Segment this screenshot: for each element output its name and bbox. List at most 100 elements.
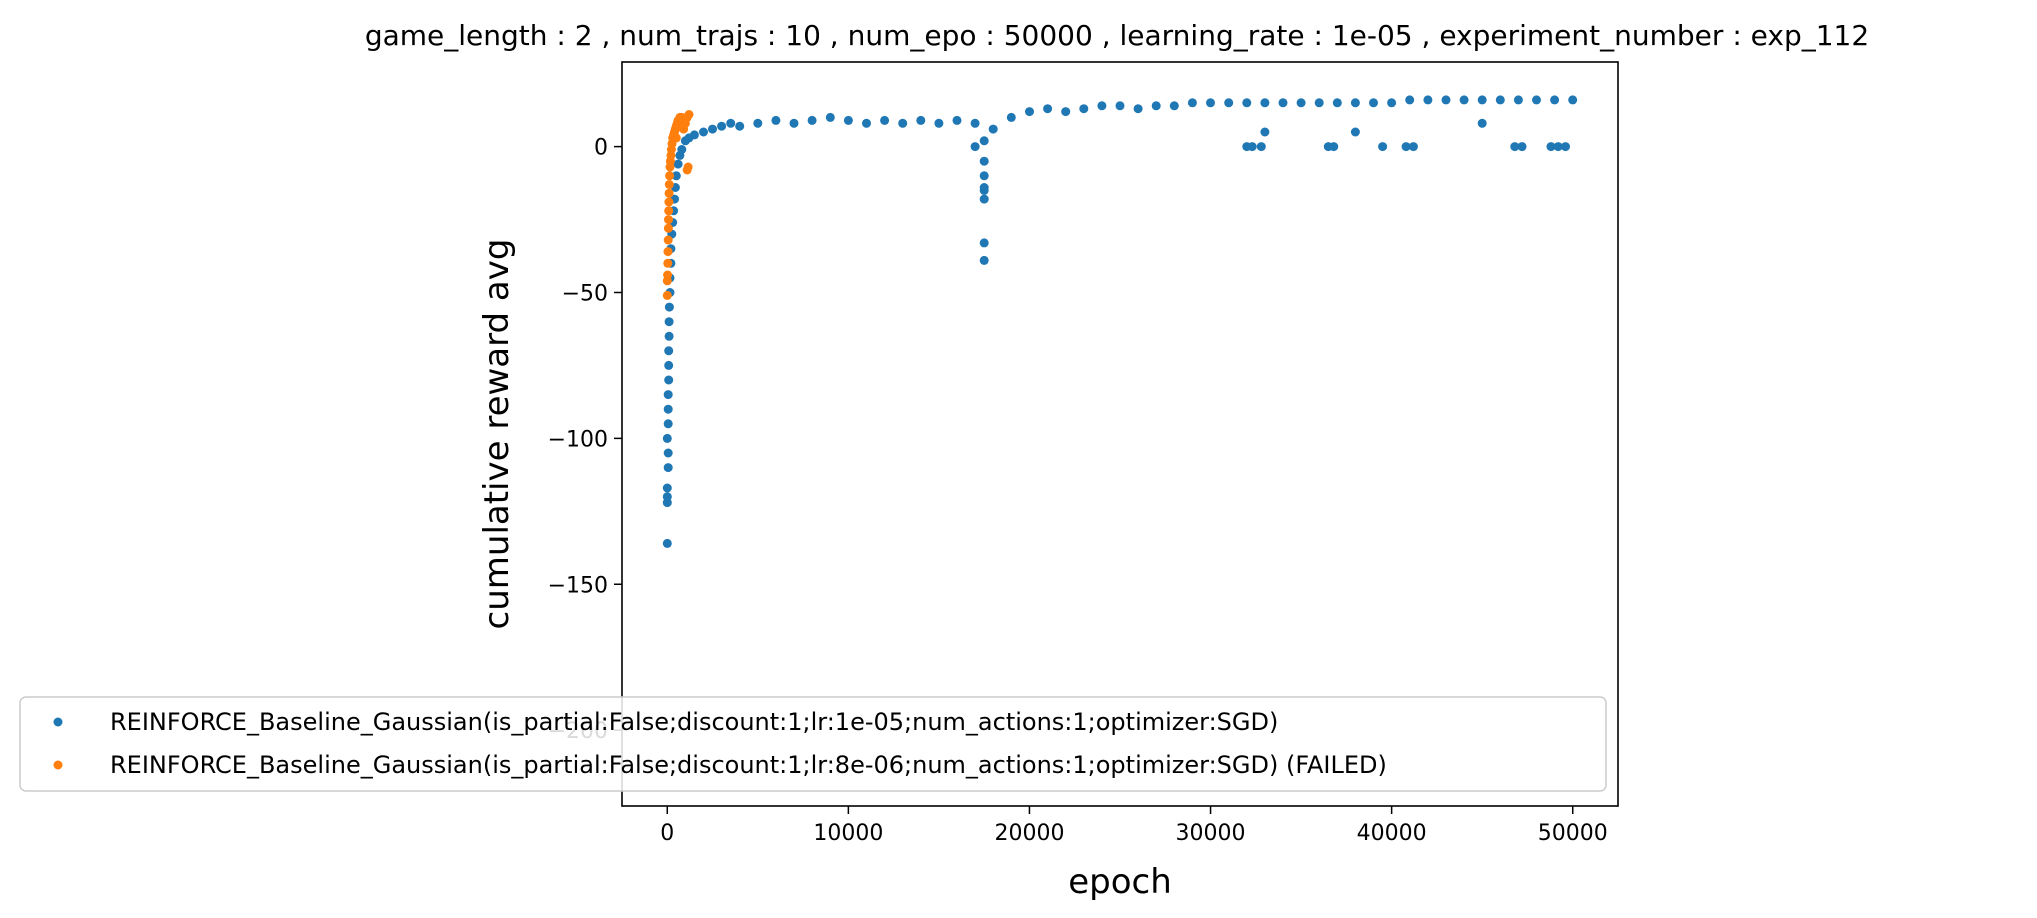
data-point — [664, 317, 674, 327]
data-point — [807, 115, 817, 125]
x-tick-label: 0 — [660, 821, 674, 846]
series-2-points — [662, 110, 694, 300]
data-point — [1350, 98, 1360, 108]
data-point — [1133, 104, 1143, 114]
data-point — [1408, 142, 1418, 152]
data-point — [979, 185, 989, 195]
data-point — [717, 121, 727, 131]
data-point — [979, 255, 989, 265]
legend-marker-series-1 — [53, 717, 63, 727]
data-point — [684, 110, 694, 119]
data-point — [979, 156, 989, 166]
data-point — [1115, 101, 1125, 111]
legend-marker-series-2 — [53, 760, 63, 770]
data-point — [1550, 95, 1560, 105]
data-point — [1006, 112, 1016, 122]
data-point — [673, 159, 683, 169]
x-tick-label: 30000 — [1176, 821, 1246, 846]
data-point — [1079, 104, 1089, 114]
data-point — [663, 270, 673, 280]
data-point — [1169, 101, 1179, 111]
y-tick-label: −50 — [562, 281, 608, 306]
data-point — [1097, 101, 1107, 111]
data-point — [1517, 142, 1527, 152]
data-point — [1513, 95, 1523, 105]
data-point — [664, 188, 674, 198]
y-tick-label: −150 — [548, 573, 608, 598]
data-point — [1495, 95, 1505, 105]
data-point — [663, 235, 673, 245]
data-point — [1441, 95, 1451, 105]
series-1-points — [662, 95, 1578, 548]
data-point — [665, 171, 675, 181]
data-point — [843, 115, 853, 125]
data-point — [663, 448, 673, 458]
data-point — [916, 115, 926, 125]
data-point — [1332, 98, 1342, 108]
y-tick-label: 0 — [594, 136, 608, 161]
data-point — [1025, 107, 1034, 117]
data-point — [1568, 95, 1578, 105]
data-point — [662, 538, 672, 548]
data-point — [1477, 118, 1487, 128]
data-point — [664, 302, 674, 312]
data-point — [979, 171, 989, 181]
plot-frame — [621, 61, 1619, 807]
data-point — [1296, 98, 1306, 108]
data-point — [662, 492, 672, 502]
data-point — [663, 404, 673, 414]
data-point — [979, 238, 989, 248]
data-point — [1378, 142, 1388, 152]
data-point — [880, 115, 890, 125]
data-point — [664, 197, 674, 207]
data-point — [1314, 98, 1324, 108]
data-point — [726, 118, 736, 128]
data-point — [952, 115, 962, 125]
data-point — [1329, 142, 1339, 152]
data-point — [664, 360, 674, 370]
data-point — [1061, 107, 1071, 117]
data-point — [664, 331, 674, 341]
data-point — [898, 118, 908, 128]
data-point — [663, 247, 673, 257]
data-point — [1242, 98, 1252, 108]
legend-box — [19, 696, 1607, 792]
x-tick-label: 40000 — [1357, 821, 1427, 846]
data-point — [988, 124, 998, 134]
x-tick-label: 10000 — [813, 821, 883, 846]
y-tick-label: −100 — [548, 427, 608, 452]
data-point — [1260, 98, 1270, 108]
data-point — [1423, 95, 1433, 105]
data-point — [1561, 142, 1570, 152]
data-point — [1401, 142, 1411, 152]
data-point — [663, 223, 673, 233]
data-point — [689, 130, 699, 140]
data-point — [1387, 98, 1397, 108]
data-point — [825, 112, 835, 122]
data-point — [1224, 98, 1234, 108]
data-point — [663, 463, 673, 473]
data-point — [1553, 142, 1563, 152]
data-point — [1187, 98, 1197, 108]
data-point — [1260, 127, 1270, 137]
data-point — [1256, 142, 1266, 152]
data-point — [683, 162, 693, 172]
data-point — [1151, 101, 1161, 111]
data-point — [789, 118, 799, 128]
data-point — [735, 121, 745, 131]
data-point — [1350, 127, 1360, 137]
chart-title: game_length : 2 , num_trajs : 10 , num_e… — [365, 19, 1869, 52]
data-point — [753, 118, 763, 128]
data-point — [664, 206, 674, 216]
data-point — [1206, 98, 1215, 108]
data-point — [970, 142, 980, 152]
data-point — [1546, 142, 1556, 152]
data-point — [662, 433, 672, 443]
legend-label-series-2: REINFORCE_Baseline_Gaussian(is_partial:F… — [110, 751, 1387, 779]
data-point — [664, 215, 673, 225]
data-point — [664, 346, 674, 356]
data-point — [979, 194, 989, 204]
data-point — [1043, 104, 1053, 114]
data-point — [1510, 142, 1520, 152]
